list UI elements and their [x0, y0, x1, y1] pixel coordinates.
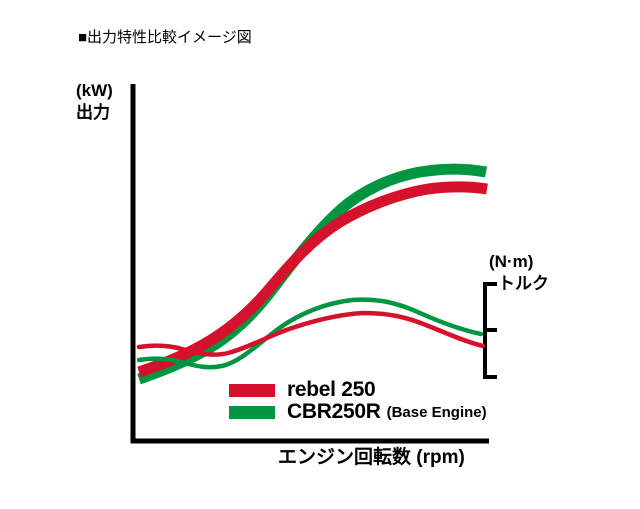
- right-axis-name: トルク: [498, 274, 549, 294]
- legend-swatch-red: [229, 383, 275, 397]
- page-title: ■出力特性比較イメージ図: [78, 29, 252, 46]
- right-axis-unit: (N·m): [489, 252, 534, 271]
- y-axis-name: 出力: [76, 103, 110, 123]
- right-axis-label: (N·m) トルク: [489, 251, 549, 296]
- legend-item-rebel250: rebel 250: [229, 378, 487, 401]
- legend-label-rebel250: rebel 250: [287, 378, 376, 401]
- legend-swatch-green: [229, 405, 275, 419]
- torque-curve-cbr250r: [136, 297, 484, 370]
- torque-curve-rebel250: [136, 310, 486, 357]
- legend: rebel 250 CBR250R (Base Engine): [229, 378, 487, 423]
- legend-label-cbr250r: CBR250R: [287, 400, 381, 423]
- legend-item-cbr250r: CBR250R (Base Engine): [229, 400, 487, 423]
- x-axis-label: エンジン回転数 (rpm): [278, 447, 465, 468]
- y-axis-label: (kW) 出力: [76, 80, 113, 125]
- y-axis-unit: (kW): [76, 81, 113, 100]
- legend-sublabel-base-engine: (Base Engine): [386, 403, 487, 421]
- power-curve-rebel250: [137, 181, 488, 378]
